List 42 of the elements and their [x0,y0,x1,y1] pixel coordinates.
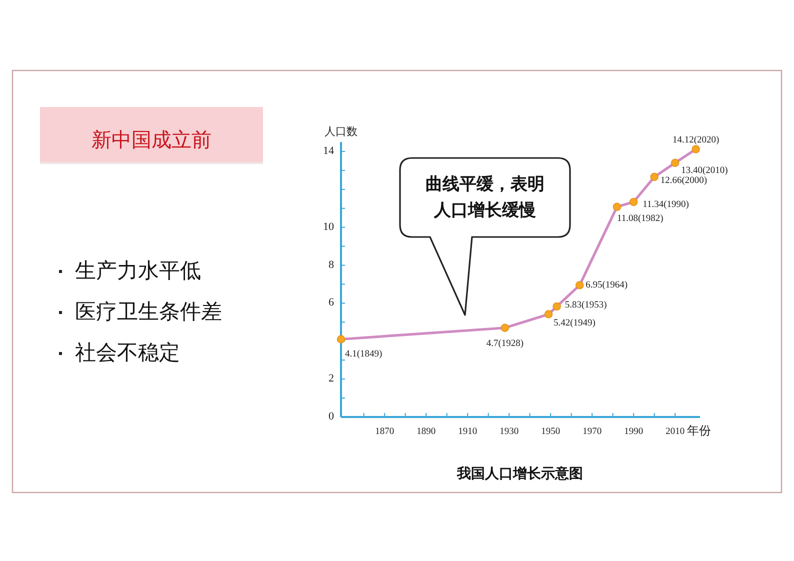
y-tick-label: 8 [328,258,334,271]
y-tick-label: 6 [328,296,334,309]
data-label: 11.08(1982) [616,214,664,224]
text: 生产力水平低 [75,258,201,283]
text: 医疗卫生条件差 [75,300,222,324]
data-label: 13.40(2010) [681,166,728,176]
point [552,302,561,311]
data-label: 6.95(1964) [586,280,628,290]
point [692,145,700,154]
x-tick-label: 1930 [500,427,519,438]
point [629,198,638,206]
point [576,281,584,290]
y-axis-title: 人口数 [324,125,358,138]
data-label: 11.34(1990) [642,200,689,210]
x-axis-title: 年份 [687,423,712,438]
text: 新中国成立前 [92,127,212,152]
y-tick-label: 2 [328,372,334,385]
y-tick-label: 10 [323,220,334,233]
x-tick-label: 1910 [458,427,478,438]
y-tick-label: 0 [328,410,334,423]
text: 我国人口增长示意图 [456,464,583,482]
annotation: 曲线平缓，表明人口增长缓慢 [426,174,544,221]
data-label: 5.83(1953) [564,300,607,311]
text: 社会不稳定 [75,340,180,365]
data-label: 4.1(1849) [345,349,382,360]
x-tick-label: 1970 [582,427,602,438]
point [671,158,680,167]
x-tick-label: 1890 [416,427,436,438]
x-tick-label: 1870 [375,427,394,438]
data-label: 12.66(2000) [660,176,708,186]
y-tick-label: 14 [323,145,334,158]
data-label: 14.12(2020) [672,135,720,146]
point [650,172,658,181]
x-tick-label: 1990 [624,427,644,438]
point [336,335,346,344]
x-tick-label: 2010 [666,427,685,438]
x-tick-label: 1950 [541,427,560,438]
point [544,310,553,318]
point [612,202,622,211]
data-label: 4.7(1928) [486,339,524,350]
data-label: 5.42(1949) [554,318,596,328]
point [500,324,510,332]
